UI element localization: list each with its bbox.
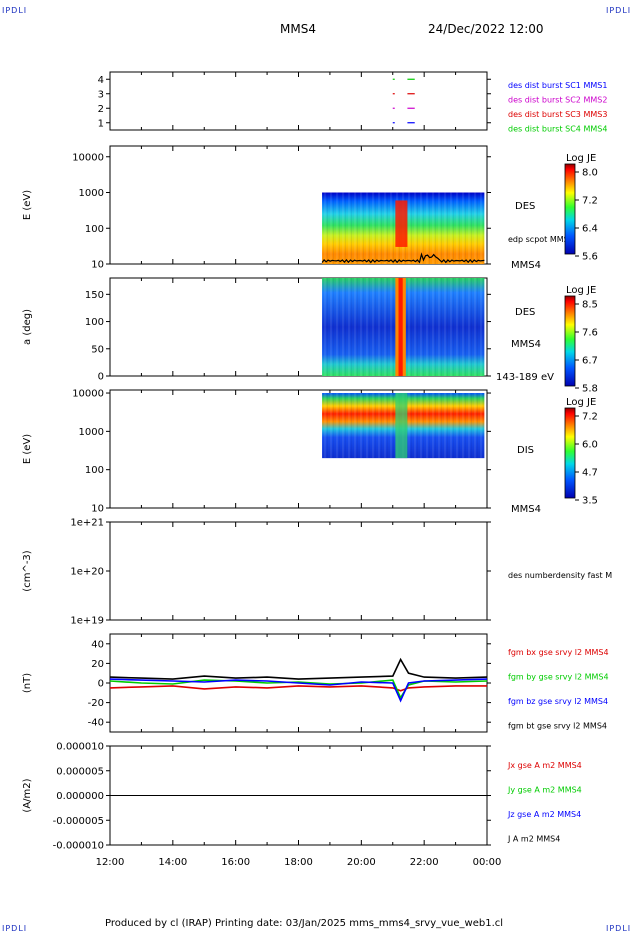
time-axis-label: 00:00 [473, 857, 502, 868]
des-energy-colorbar-title: Log JE [566, 153, 596, 164]
time-axis-label: 20:00 [347, 857, 376, 868]
fgm-series-line [109, 685, 487, 692]
current-ylabel: (A/m2) [22, 778, 33, 812]
current-legend-3: Jz gse A m2 MMS4 [507, 810, 581, 819]
fgm-legend-2: fgm by gse srvy l2 MMS4 [508, 673, 609, 682]
des-energy-event [395, 200, 408, 247]
des-pitch-ytick-label: 50 [91, 344, 104, 355]
dis-energy-ytick-label: 1000 [79, 427, 104, 438]
availability-ytick-label: 1 [98, 118, 104, 129]
fgm-ytick-label: -40 [88, 718, 104, 729]
des-pitch-event-core [398, 278, 403, 376]
density-ytick-label: 1e+20 [70, 567, 104, 578]
availability-ytick-label: 3 [98, 89, 104, 100]
dis-energy-colorbar-label: 4.7 [582, 468, 598, 479]
dis-energy-colorbar [564, 407, 576, 499]
date-title: 24/Dec/2022 12:00 [428, 22, 544, 36]
dis-energy-label: DIS [517, 445, 534, 456]
corner-mark-bottom-left: IPDLI [2, 924, 28, 933]
time-axis-label: 14:00 [158, 857, 187, 868]
current-ytick-label: -0.000010 [53, 841, 104, 852]
des-energy-colorbar [564, 163, 576, 255]
current-legend-1: Jx gse A m2 MMS4 [507, 761, 582, 770]
des-energy-colorbar-label: 7.2 [582, 196, 598, 207]
des-energy-right-bottom: MMS4 [511, 260, 541, 271]
time-axis-label: 22:00 [410, 857, 439, 868]
density-ylabel: (cm^-3) [22, 550, 33, 591]
des-pitch-ytick-label: 100 [85, 317, 104, 328]
corner-mark-bottom-right: IPDLI [606, 924, 630, 933]
des-pitch-ylabel: a (deg) [22, 309, 33, 345]
legend-3: des dist burst SC3 MMS3 [508, 110, 607, 119]
time-axis-label: 12:00 [96, 857, 125, 868]
des-pitch-colorbar-title: Log JE [566, 285, 596, 296]
des-pitch-colorbar-label: 6.7 [582, 356, 598, 367]
des-energy-sublabel: edp scpot MMS4 [508, 235, 574, 244]
fgm-ytick-label: 40 [91, 639, 104, 650]
dis-energy-right-bottom: MMS4 [511, 504, 541, 515]
footer-credits: Produced by cl (IRAP) Printing date: 03/… [105, 918, 504, 929]
dis-energy-colorbar-label: 3.5 [582, 496, 598, 507]
dis-energy-colorbar-label: 6.0 [582, 440, 598, 451]
current-legend-4: J A m2 MMS4 [507, 835, 560, 844]
des-energy-colorbar-label: 6.4 [582, 224, 598, 235]
fgm-ytick-label: 20 [91, 659, 104, 670]
des-pitch-colorbar-label: 5.8 [582, 384, 598, 395]
dis-energy-colorbar-label: 7.2 [582, 412, 598, 423]
fgm-ylabel: (nT) [22, 673, 33, 693]
dis-energy-ytick-label: 10000 [72, 389, 104, 400]
des-pitch-colorbar-label: 8.5 [582, 300, 598, 311]
des-energy-ytick-label: 10 [91, 260, 104, 271]
legend-4: des dist burst SC4 MMS4 [508, 125, 607, 134]
des-pitch-sublabel: MMS4 [511, 339, 541, 350]
current-ytick-label: 0.000010 [56, 742, 104, 753]
current-ytick-label: 0.000005 [56, 766, 104, 777]
legend-1: des dist burst SC1 MMS1 [508, 81, 607, 90]
des-pitch-label: DES [515, 307, 535, 318]
density-legend: des numberdensity fast M [508, 571, 612, 580]
density-ytick-label: 1e+21 [70, 518, 104, 529]
availability-ytick-label: 4 [98, 75, 104, 86]
time-axis-label: 16:00 [221, 857, 250, 868]
availability-ytick-label: 2 [98, 104, 104, 115]
fgm-ytick-label: 0 [98, 679, 104, 690]
des-energy-ylabel: E (eV) [22, 190, 33, 220]
des-energy-colorbar-label: 5.6 [582, 252, 598, 263]
time-axis-label: 18:00 [284, 857, 313, 868]
fgm-legend-1: fgm bx gse srvy l2 MMS4 [508, 648, 609, 657]
fgm-series-line [109, 657, 488, 680]
fgm-ytick-label: -20 [88, 698, 104, 709]
current-ytick-label: -0.000005 [53, 816, 104, 827]
density-frame [109, 521, 488, 621]
fgm-legend-3: fgm bz gse srvy l2 MMS4 [508, 697, 608, 706]
dis-energy-ytick-label: 10 [91, 504, 104, 515]
des-pitch-ytick-label: 0 [98, 372, 104, 383]
fgm-series-line [109, 678, 488, 703]
des-energy-label: DES [515, 201, 535, 212]
des-pitch-colorbar-label: 7.6 [582, 328, 598, 339]
current-legend-2: Jy gse A m2 MMS4 [507, 786, 582, 795]
availability-frame [109, 71, 488, 131]
des-pitch-colorbar [564, 295, 576, 387]
des-energy-ytick-label: 1000 [79, 188, 104, 199]
dis-energy-event [395, 393, 408, 459]
corner-mark-top-right: IPDLI [606, 6, 630, 15]
current-ytick-label: 0.000000 [56, 791, 104, 802]
des-energy-ytick-label: 10000 [72, 152, 104, 163]
corner-mark-top-left: IPDLI [2, 6, 28, 15]
density-ytick-label: 1e+19 [70, 616, 104, 627]
dis-energy-colorbar-title: Log JE [566, 397, 596, 408]
dis-energy-ylabel: E (eV) [22, 434, 33, 464]
des-energy-ytick-label: 100 [85, 224, 104, 235]
spacecraft-title: MMS4 [280, 22, 316, 36]
legend-2: des dist burst SC2 MMS2 [508, 96, 607, 105]
fgm-legend-4: fgm bt gse srvy l2 MMS4 [508, 722, 607, 731]
des-pitch-ytick-label: 150 [85, 290, 104, 301]
scpot-trace [321, 252, 485, 264]
des-energy-colorbar-label: 8.0 [582, 168, 598, 179]
dis-energy-ytick-label: 100 [85, 465, 104, 476]
des-pitch-right-bottom: 143-189 eV [496, 372, 554, 383]
